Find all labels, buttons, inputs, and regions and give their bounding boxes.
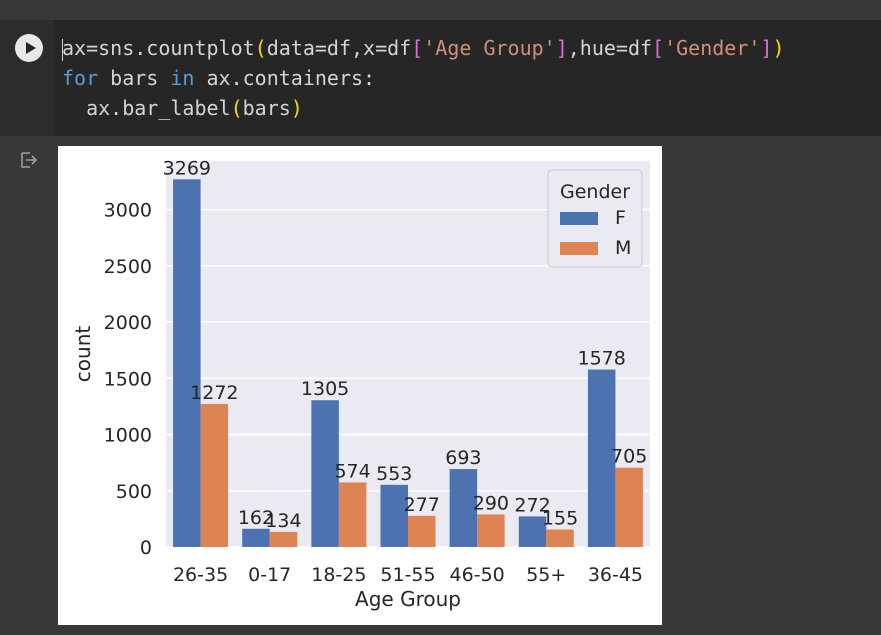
bar-data-label: 277	[404, 494, 440, 516]
bar-m	[408, 515, 436, 547]
bar-f	[449, 469, 478, 547]
x-axis-label: Age Group	[355, 587, 461, 611]
output-redirect-icon[interactable]	[19, 150, 39, 170]
bar-data-label: 705	[611, 446, 647, 468]
y-tick-label: 3000	[104, 200, 152, 222]
bar-m	[546, 529, 574, 547]
bar-f	[587, 369, 616, 547]
code-token: ax.bar_label	[62, 96, 231, 120]
x-tick-label: 18-25	[311, 564, 366, 586]
code-token: bars	[242, 96, 291, 120]
x-tick-label: 26-35	[173, 564, 228, 586]
bar-data-label: 290	[473, 492, 509, 514]
code-token: for	[62, 66, 99, 90]
y-tick-label: 2500	[104, 256, 152, 278]
code-token: )	[290, 96, 303, 120]
bar-m	[338, 482, 367, 547]
y-tick-label: 1500	[104, 368, 152, 390]
bar-data-label: 162	[238, 507, 274, 529]
code-line-3[interactable]: ax.bar_label(bars)	[62, 94, 303, 122]
code-token: [	[652, 36, 665, 60]
bar-data-label: 272	[514, 494, 550, 516]
code-token: (	[230, 96, 243, 120]
code-token: bars	[98, 66, 171, 90]
bar-data-label: 693	[445, 447, 481, 469]
y-tick-label: 2000	[104, 312, 152, 334]
bar-f	[380, 484, 408, 547]
cell-output: 0 500 1000 1500 2000 2500 3000 26-35 3269 1272 0-1…	[0, 136, 881, 635]
code-token: )	[772, 36, 785, 60]
bar-data-label: 155	[542, 508, 578, 530]
legend-swatch-f	[560, 212, 598, 225]
bar-f	[173, 179, 201, 547]
x-tick-label: 36-45	[588, 564, 643, 586]
top-strip	[0, 0, 881, 20]
bar-m	[269, 531, 298, 547]
code-token: ax.containers:	[194, 66, 376, 90]
bar-f	[311, 400, 339, 547]
y-axis-label: count	[71, 326, 95, 383]
bar-data-label: 134	[265, 510, 301, 532]
bar-m	[615, 467, 643, 547]
run-cell-button[interactable]	[15, 34, 43, 62]
code-line-1[interactable]: ax=sns.countplot(data=df,x=df['Age Group…	[62, 34, 785, 62]
bar-m	[200, 403, 229, 547]
code-token: ax=sns.countplot	[62, 36, 255, 60]
x-tick-label: 51-55	[380, 564, 435, 586]
code-token: in	[170, 66, 195, 90]
x-tick-label: 0-17	[248, 564, 291, 586]
text-cursor	[62, 38, 63, 61]
code-token: ]	[555, 36, 568, 60]
cell-gutter	[0, 20, 54, 136]
code-token: data=df,x=df	[266, 36, 412, 60]
bar-m	[477, 514, 505, 547]
x-tick-label: 55+	[526, 564, 566, 586]
code-token: ,hue=df	[567, 36, 653, 60]
code-token: (	[254, 36, 267, 60]
y-tick-label: 500	[116, 481, 152, 503]
play-icon	[26, 42, 36, 54]
y-tick-label: 1000	[104, 425, 152, 447]
plot-image: 0 500 1000 1500 2000 2500 3000 26-35 3269 1272 0-1…	[58, 146, 662, 625]
code-token: ]	[760, 36, 773, 60]
code-line-2[interactable]: for bars in ax.containers:	[62, 64, 375, 92]
legend-title: Gender	[560, 181, 630, 203]
code-cell[interactable]: ax=sns.countplot(data=df,x=df['Age Group…	[0, 20, 881, 136]
legend-entry: M	[615, 237, 631, 259]
code-token: [	[411, 36, 424, 60]
bar-data-label: 1305	[301, 378, 349, 400]
bar-data-label: 3269	[163, 157, 211, 179]
legend-swatch-m	[560, 242, 598, 255]
code-editor[interactable]: ax=sns.countplot(data=df,x=df['Age Group…	[54, 20, 881, 136]
bar-data-label: 1272	[190, 382, 238, 404]
bar-f	[518, 516, 547, 547]
code-token: 'Gender'	[664, 36, 761, 60]
code-token: 'Age Group'	[423, 36, 556, 60]
x-tick-label: 46-50	[450, 564, 505, 586]
legend-entry: F	[615, 207, 626, 229]
countplot-chart: 0 500 1000 1500 2000 2500 3000 26-35 3269 1272 0-1…	[71, 157, 650, 611]
bar-data-label: 1578	[577, 348, 625, 370]
bar-f	[242, 528, 270, 547]
bar-data-label: 553	[376, 463, 412, 485]
y-tick-label: 0	[140, 537, 152, 559]
bar-data-label: 574	[334, 460, 370, 482]
